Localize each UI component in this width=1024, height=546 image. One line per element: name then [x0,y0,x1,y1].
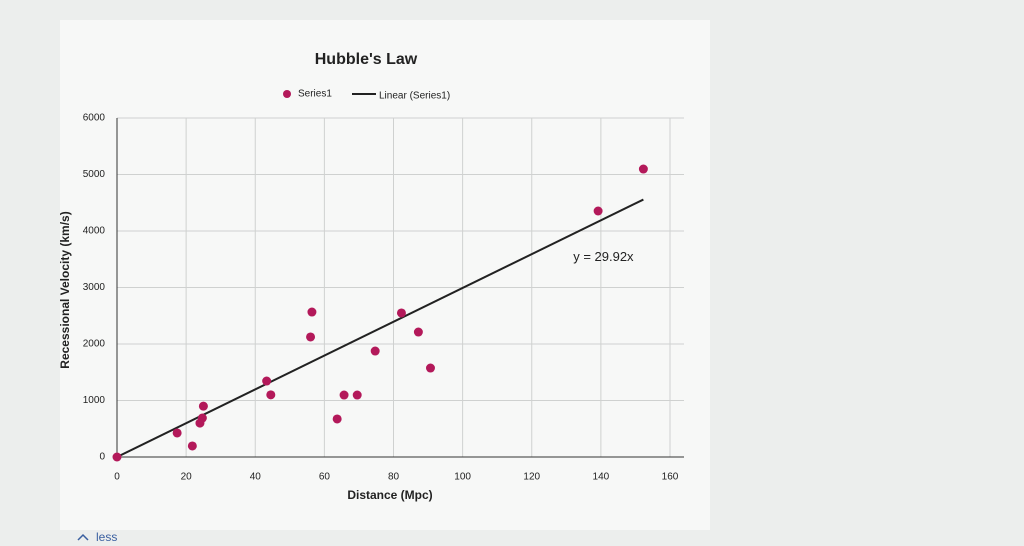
x-tick-label: 60 [319,472,331,483]
less-link[interactable]: less [96,530,117,544]
x-tick-label: 100 [454,472,471,483]
point [370,346,380,356]
y-tick-label: 1000 [83,395,106,406]
point [266,390,276,400]
point [306,332,316,342]
y-axis-label: Recessional Velocity (km/s) [58,211,72,368]
point [352,390,362,400]
point [339,390,349,400]
x-tick-label: 20 [181,472,193,483]
point [262,376,272,386]
y-tick-label: 2000 [83,339,106,350]
legend-label: Linear (Series1) [379,91,450,102]
point [332,414,342,424]
legend-marker [283,90,291,98]
point [172,428,182,438]
point [112,452,122,462]
point [198,401,208,411]
x-axis-label: Distance (Mpc) [347,488,432,502]
y-tick-label: 4000 [83,226,106,237]
x-tick-label: 0 [114,472,120,483]
y-tick-label: 0 [99,452,105,463]
point [593,206,603,216]
chart-area [60,20,710,530]
legend-label: Series1 [298,89,332,100]
trendline-label: y = 29.92x [573,249,634,264]
x-tick-label: 160 [662,472,679,483]
trendline [116,198,644,458]
x-tick-label: 120 [523,472,540,483]
point [425,363,435,373]
point [413,327,423,337]
point [195,418,205,428]
point [307,307,317,317]
y-tick-label: 3000 [83,282,106,293]
y-tick-label: 5000 [83,169,106,180]
point [396,308,406,318]
point [187,441,197,451]
x-tick-label: 80 [388,472,400,483]
chart-title: Hubble's Law [315,51,418,68]
less-caret[interactable] [77,533,89,541]
x-tick-label: 40 [250,472,262,483]
y-tick-label: 6000 [83,113,106,124]
x-tick-label: 140 [593,472,610,483]
point [638,164,648,174]
